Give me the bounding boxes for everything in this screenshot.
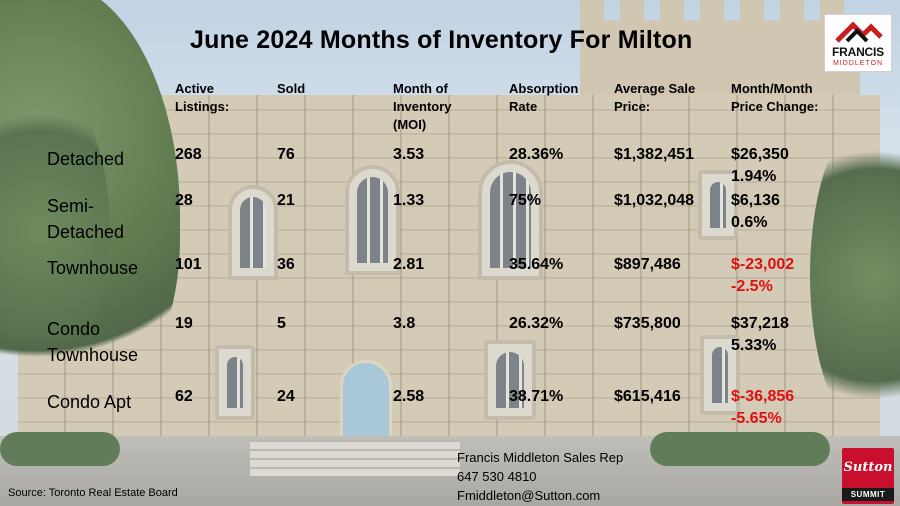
- cell-avg-price: $1,382,451: [614, 146, 695, 163]
- cell-change-amount: $-36,856: [731, 388, 795, 405]
- cell-sold: 5: [277, 315, 286, 332]
- page-title: June 2024 Months of Inventory For Milton: [190, 26, 693, 54]
- brand-subtitle: SUMMIT: [842, 488, 894, 501]
- cell-moi: 2.81: [393, 256, 425, 273]
- contact-name: Francis Middleton Sales Rep: [457, 450, 624, 465]
- house-roof-icon: [835, 21, 883, 43]
- cell-change-amount: $6,136: [731, 192, 780, 209]
- header-price-change: Month/Month Price Change:: [731, 81, 819, 114]
- logo-subtitle: MIDDLETON: [832, 60, 884, 67]
- header-sold: Sold: [277, 81, 306, 96]
- cell-sold: 21: [277, 192, 295, 209]
- cell-change-percent: -2.5%: [731, 278, 773, 295]
- cell-sold: 24: [277, 388, 295, 405]
- logo-name: FRANCIS: [832, 45, 884, 59]
- row-label-condo-townhouse: Condo Townhouse: [47, 319, 139, 365]
- cell-sold: 36: [277, 256, 295, 273]
- cell-moi: 3.8: [393, 315, 416, 332]
- cell-change-percent: 5.33%: [731, 337, 777, 354]
- header-average-sale-price: Average Sale Price:: [614, 81, 696, 114]
- cell-absorption: 38.71%: [509, 388, 564, 405]
- cell-absorption: 28.36%: [509, 146, 564, 163]
- cell-change-amount: $37,218: [731, 315, 789, 332]
- row-label-detached: Detached: [47, 149, 125, 169]
- header-absorption-rate: Absorption Rate: [509, 81, 579, 114]
- cell-moi: 2.58: [393, 388, 425, 405]
- cell-change-percent: 0.6%: [731, 214, 768, 231]
- cell-change-percent: 1.94%: [731, 168, 777, 185]
- cell-absorption: 26.32%: [509, 315, 564, 332]
- cell-absorption: 35.64%: [509, 256, 564, 273]
- cell-avg-price: $897,486: [614, 256, 681, 273]
- cell-avg-price: $615,416: [614, 388, 681, 405]
- cell-moi: 3.53: [393, 146, 425, 163]
- row-label-semi-detached: Semi- Detached: [47, 196, 125, 242]
- cell-active: 101: [175, 256, 202, 273]
- cell-active: 28: [175, 192, 193, 209]
- row-label-townhouse: Townhouse: [47, 258, 139, 278]
- source-note: Source: Toronto Real Estate Board: [8, 487, 178, 499]
- cell-change-amount: $-23,002: [731, 256, 795, 273]
- cell-avg-price: $735,800: [614, 315, 681, 332]
- cell-change-percent: -5.65%: [731, 410, 782, 427]
- sutton-logo: Sutton SUMMIT: [842, 448, 894, 504]
- contact-phone: 647 530 4810: [457, 469, 537, 484]
- contact-block: Francis Middleton Sales Rep 647 530 4810…: [457, 448, 623, 505]
- row-label-condo-apt: Condo Apt: [47, 392, 132, 412]
- cell-moi: 1.33: [393, 192, 425, 209]
- cell-absorption: 75%: [509, 192, 542, 209]
- cell-change-amount: $26,350: [731, 146, 789, 163]
- header-active-listings: Active Listings:: [175, 81, 230, 114]
- francis-middleton-logo: FRANCIS MIDDLETON: [824, 14, 892, 72]
- cell-active: 62: [175, 388, 193, 405]
- cell-active: 268: [175, 146, 202, 163]
- cell-avg-price: $1,032,048: [614, 192, 695, 209]
- header-months-of-inventory: Month of Inventory (MOI): [393, 81, 452, 132]
- cell-active: 19: [175, 315, 193, 332]
- cell-sold: 76: [277, 146, 295, 163]
- contact-email[interactable]: Fmiddleton@Sutton.com: [457, 488, 601, 503]
- brand-name: Sutton: [843, 460, 893, 475]
